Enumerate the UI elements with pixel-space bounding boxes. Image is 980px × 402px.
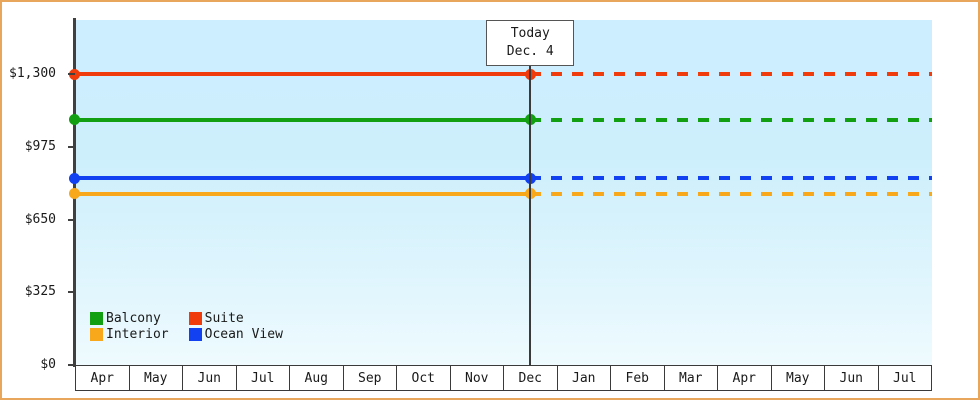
today-annotation-line2: Dec. 4 xyxy=(506,43,554,59)
y-axis-tick-mark xyxy=(68,218,75,221)
x-axis-month-cell[interactable]: Oct xyxy=(397,366,451,390)
y-axis-tick-label: $1,300 xyxy=(9,66,56,81)
legend-item[interactable]: Balcony xyxy=(90,312,169,325)
legend-item-label: Interior xyxy=(106,327,169,342)
x-axis-month-cell[interactable]: Sep xyxy=(344,366,397,390)
series-line-solid xyxy=(75,191,531,196)
legend-swatch-icon xyxy=(90,312,103,325)
chart-legend: Balcony Suite Interior Ocean View xyxy=(90,312,283,341)
legend-item-label: Suite xyxy=(204,311,244,326)
legend-item[interactable]: Suite xyxy=(188,311,283,326)
x-axis: Apr May Jun Jul Aug Sep Oct Nov Dec Jan Feb Mar Apr M… xyxy=(75,365,932,391)
legend-item[interactable]: Interior xyxy=(90,328,169,341)
legend-swatch-icon xyxy=(90,328,103,341)
legend-swatch-icon xyxy=(188,328,202,341)
series-line-dashed xyxy=(530,117,932,122)
x-axis-month-cell[interactable]: Apr xyxy=(718,366,772,390)
series-line-dashed xyxy=(530,176,932,181)
y-axis-tick-label: $325 xyxy=(24,284,56,300)
x-axis-month-cell[interactable]: Apr xyxy=(76,366,130,390)
series-line-solid xyxy=(75,72,531,76)
series-start-marker xyxy=(69,172,80,184)
x-axis-month-cell[interactable]: Jun xyxy=(183,366,237,390)
series-line-solid xyxy=(75,176,531,181)
y-axis-tick-mark xyxy=(68,364,75,366)
x-axis-month-cell[interactable]: Dec xyxy=(504,366,558,390)
legend-item-label: Ocean View xyxy=(204,327,283,342)
series-line-dashed xyxy=(530,191,932,196)
x-axis-month-cell[interactable]: Jul xyxy=(237,366,290,390)
series-start-marker xyxy=(69,114,80,126)
series-line-dashed xyxy=(530,72,932,76)
x-axis-month-cell[interactable]: Jun xyxy=(825,366,879,390)
today-annotation-line1: Today xyxy=(510,26,550,41)
x-axis-month-cell[interactable]: Jan xyxy=(558,366,611,390)
y-axis-tick-mark xyxy=(68,291,75,294)
y-axis-tick-label: $975 xyxy=(24,138,56,154)
series-line-solid xyxy=(75,117,531,122)
x-axis-month-cell[interactable]: May xyxy=(772,366,825,390)
legend-item-label: Balcony xyxy=(106,311,161,326)
y-axis-labels: $0 $325 $650 $975 $1,300 xyxy=(2,2,68,402)
x-axis-month-cell[interactable]: May xyxy=(130,366,183,390)
y-axis-tick-label: $650 xyxy=(24,211,56,227)
y-axis-tick-label: $0 xyxy=(40,357,56,372)
y-axis-tick-mark xyxy=(68,73,75,75)
x-axis-month-cell[interactable]: Feb xyxy=(611,366,665,390)
x-axis-month-cell[interactable]: Nov xyxy=(451,366,504,390)
today-line xyxy=(529,22,532,365)
legend-swatch-icon xyxy=(188,312,202,325)
legend-item[interactable]: Ocean View xyxy=(188,327,283,342)
today-annotation-box: Today Dec. 4 xyxy=(486,20,575,67)
y-axis-tick-mark xyxy=(68,145,75,148)
x-axis-month-cell[interactable]: Jul xyxy=(893,370,917,386)
x-axis-month-cell[interactable]: Aug xyxy=(290,366,344,390)
x-axis-month-cell[interactable]: Mar xyxy=(665,366,718,390)
series-start-marker xyxy=(69,188,80,200)
